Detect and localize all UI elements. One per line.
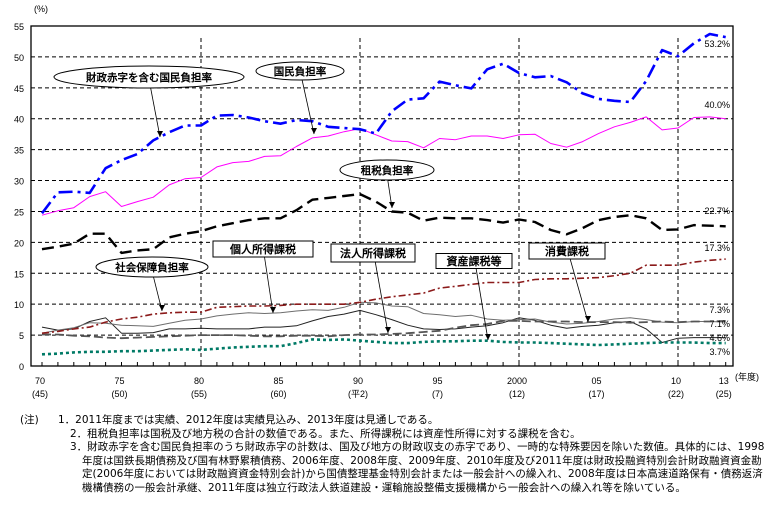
series-line <box>40 32 726 215</box>
x-tick-label: 13 <box>719 376 729 386</box>
callout-box <box>330 243 416 263</box>
arrowhead-icon <box>585 316 591 322</box>
arrowhead-icon <box>311 128 317 134</box>
x-tick-label: 75 <box>114 376 124 386</box>
callout-arrow <box>264 256 274 314</box>
end-value-label: 7.3% <box>709 305 730 315</box>
y-tick-label: 45 <box>14 84 24 94</box>
x-tick-label: 80 <box>194 376 204 386</box>
callout-ellipse <box>53 65 245 89</box>
plot-frame <box>30 25 734 367</box>
x-tick-sublabel: (55) <box>191 389 207 399</box>
callout-box <box>435 253 513 269</box>
note-2: 2．租税負担率は国税及び地方税の合計の数値である。また、所得課税には資産性所得に… <box>70 427 581 440</box>
x-tick-label: 95 <box>432 376 442 386</box>
x-tick-sublabel: (平2) <box>348 389 368 399</box>
arrowhead-icon <box>270 307 276 313</box>
series-line <box>41 338 726 356</box>
y-tick-label: 15 <box>14 269 24 279</box>
callout-label: 資産課税等 <box>447 254 502 268</box>
note-1-text: 1．2011年度までは実績、2012年度は実績見込み、2013年度は見通しである… <box>58 414 439 426</box>
end-value-label: 4.6% <box>709 333 730 343</box>
y-tick-label: 50 <box>14 53 24 63</box>
line-chart: 0510152025303540455055(%)70(45)75(50)80(… <box>14 4 759 399</box>
x-tick-sublabel: (22) <box>668 389 684 399</box>
x-tick-sublabel: (25) <box>716 389 732 399</box>
arrowhead-icon <box>485 334 491 340</box>
arrowhead-icon <box>157 131 163 137</box>
callout-label: 消費課税 <box>545 244 589 258</box>
callout-label: 国民負担率 <box>274 65 327 78</box>
series-line <box>41 258 726 334</box>
y-tick-label: 25 <box>14 207 24 217</box>
y-tick-label: 20 <box>14 238 24 248</box>
x-tick-label: 90 <box>353 376 363 386</box>
y-tick-label: 10 <box>14 300 24 310</box>
y-tick-label: 5 <box>19 331 24 341</box>
x-tick-label: 85 <box>273 376 283 386</box>
callout-box <box>528 242 606 260</box>
callout-arrow <box>150 87 161 138</box>
callout-label: 租税負担率 <box>361 164 414 177</box>
x-tick-label: 2000 <box>507 376 527 386</box>
note-1: (注) 1．2011年度までは実績、2012年度は実績見込み、2013年度は見通し… <box>20 414 770 428</box>
y-tick-label: 40 <box>14 115 24 125</box>
y-tick-label: 0 <box>19 362 24 372</box>
callout-label: 財政赤字を含む国民負担率 <box>85 71 212 84</box>
series-line <box>42 320 726 340</box>
callout-box <box>212 240 314 258</box>
x-tick-label: 10 <box>671 376 681 386</box>
callout-ellipse <box>255 61 345 81</box>
arrowhead-icon <box>159 305 165 311</box>
x-tick-sublabel: (60) <box>270 389 286 399</box>
notes-prefix: (注) <box>20 414 39 426</box>
series-line <box>41 116 726 216</box>
callout-label: 社会保障負担率 <box>114 261 189 274</box>
series-line <box>41 192 726 255</box>
x-tick-sublabel: (50) <box>111 389 127 399</box>
end-value-label: 7.1% <box>709 319 730 329</box>
end-value-label: 17.3% <box>704 243 730 253</box>
y-tick-label: 55 <box>14 22 24 32</box>
x-tick-sublabel: (12) <box>509 389 525 399</box>
series-line <box>41 309 726 343</box>
series-line <box>41 301 726 334</box>
x-tick-sublabel: (45) <box>32 389 48 399</box>
end-value-label: 40.0% <box>704 100 730 110</box>
end-value-label: 53.2% <box>704 39 730 49</box>
end-value-label: 22.7% <box>704 206 730 216</box>
arrowhead-icon <box>389 202 395 208</box>
callout-arrow <box>301 79 315 135</box>
x-tick-sublabel: (7) <box>432 389 443 399</box>
y-tick-label: 30 <box>14 177 24 187</box>
callout-label: 法人所得課税 <box>340 246 406 260</box>
end-value-label: 3.7% <box>709 347 730 357</box>
callout-ellipse <box>339 159 435 181</box>
callout-ellipse <box>95 256 209 278</box>
callout-arrow <box>569 258 589 323</box>
y-axis-unit: (%) <box>34 4 48 14</box>
callout-arrow <box>475 268 489 341</box>
x-tick-label: 70 <box>35 376 45 386</box>
callout-label: 個人所得課税 <box>229 242 296 256</box>
x-axis-unit: (年度) <box>735 371 759 382</box>
y-tick-label: 35 <box>14 146 24 156</box>
callout-arrow <box>374 261 389 334</box>
x-tick-label: 05 <box>591 376 601 386</box>
x-tick-sublabel: (17) <box>588 389 604 399</box>
notes: (注) 1．2011年度までは実績、2012年度は実績見込み、2013年度は見通し… <box>20 414 770 496</box>
note-3: 3．財政赤字を含む国民負担率のうち財政赤字の計数は、国及び地方の財政収支の赤字で… <box>70 441 765 494</box>
arrowhead-icon <box>385 327 391 333</box>
